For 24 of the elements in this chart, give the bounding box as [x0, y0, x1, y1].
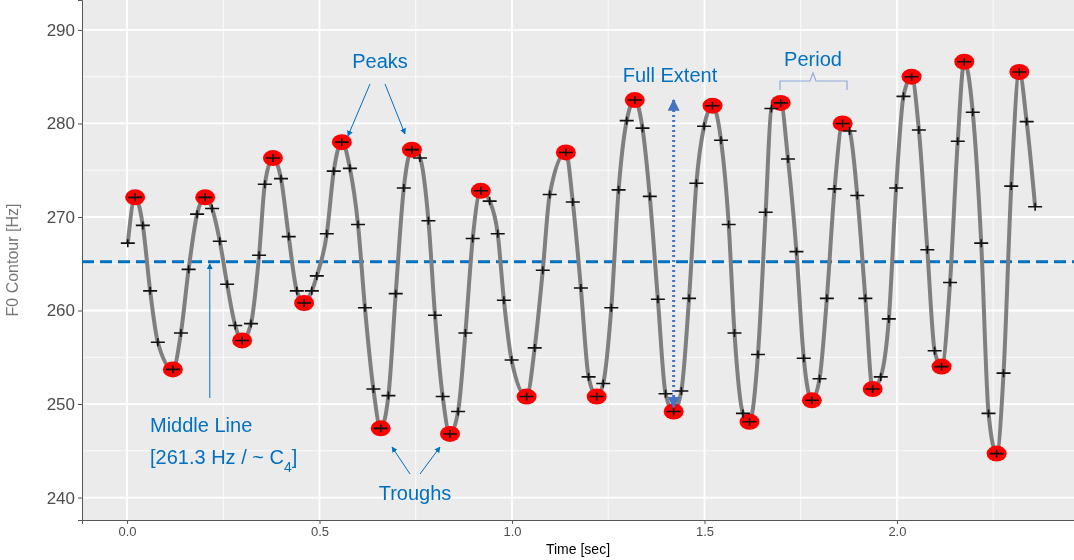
- point: [516, 388, 537, 405]
- x-tick-label: 0.5: [310, 524, 330, 540]
- x-tick-label: 1.0: [503, 524, 522, 540]
- y-tick-label: 250: [46, 394, 75, 414]
- x-axis-title: Time [sec]: [545, 541, 611, 557]
- point: [702, 97, 723, 114]
- y-axis-title: F0 Contour [Hz]: [4, 203, 21, 317]
- y-tick-label: 290: [46, 20, 75, 40]
- y-tick-label: 270: [46, 207, 75, 227]
- annotation: Middle Line [261.3 Hz / ~ C$_{4}$]: [150, 414, 298, 475]
- point: [586, 388, 607, 405]
- x-tick-label: 0.0: [118, 524, 137, 540]
- y-tick-label: 240: [46, 488, 75, 508]
- x-tick-label: 1.5: [695, 524, 714, 540]
- point: [901, 68, 922, 85]
- annotation: Troughs: [378, 482, 452, 504]
- annotation: Peaks: [352, 50, 408, 72]
- annotation: Full Extent: [622, 64, 718, 86]
- x-tick-label: 2.0: [888, 524, 907, 540]
- point: [931, 358, 952, 375]
- y-tick-label: 280: [46, 114, 75, 134]
- point: [986, 445, 1007, 462]
- y-tick-label: 260: [46, 301, 75, 321]
- annotation: Period: [784, 48, 842, 70]
